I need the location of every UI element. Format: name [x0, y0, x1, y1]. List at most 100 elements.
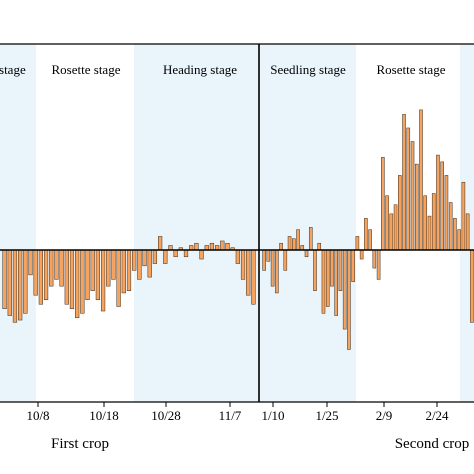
x-tick-label: 10/18 — [89, 408, 119, 423]
bar — [137, 249, 142, 280]
bar — [183, 249, 189, 258]
stage-label: Rosette stage — [52, 62, 121, 77]
bar — [270, 249, 275, 287]
bar — [64, 249, 69, 305]
bar — [359, 249, 364, 260]
bar — [330, 249, 334, 287]
bar — [28, 249, 33, 276]
bar — [368, 229, 372, 251]
bar — [251, 249, 256, 305]
bar — [355, 236, 360, 251]
stage-label: Seedling stage — [270, 62, 346, 77]
bar — [427, 215, 432, 251]
bar — [351, 249, 355, 282]
bar — [296, 229, 300, 251]
bar — [23, 249, 28, 314]
bar — [457, 229, 461, 251]
bar — [313, 249, 317, 291]
bar — [440, 161, 444, 251]
stage-label: Rosette stage — [377, 62, 446, 77]
bar — [80, 249, 85, 314]
bar — [59, 249, 64, 287]
bar — [342, 249, 347, 330]
bar — [287, 236, 292, 251]
bar — [266, 249, 271, 262]
bar — [275, 249, 279, 294]
bar — [75, 249, 80, 319]
bar — [106, 249, 111, 287]
bar — [453, 218, 457, 251]
bar — [38, 249, 43, 305]
bar — [406, 127, 411, 251]
bar — [100, 249, 106, 312]
bar — [338, 249, 343, 291]
bar — [54, 249, 59, 280]
bar — [69, 249, 75, 310]
bar — [364, 218, 368, 251]
bar — [292, 238, 296, 251]
bar — [398, 175, 402, 251]
bar — [325, 249, 330, 307]
bar — [116, 249, 121, 307]
stage-band — [259, 44, 356, 402]
bar — [111, 249, 116, 280]
bar — [12, 249, 18, 323]
bar — [308, 227, 313, 251]
bar — [33, 249, 38, 296]
x-tick-label: 2/24 — [425, 408, 449, 423]
bar — [279, 242, 283, 251]
bar — [381, 157, 385, 251]
x-tick-label: 1/10 — [261, 408, 284, 423]
bar — [334, 249, 338, 316]
x-tick-label: 1/25 — [315, 408, 338, 423]
bar — [152, 249, 158, 264]
stage-label: Seedling stage — [0, 62, 26, 77]
bar — [2, 249, 7, 310]
bar — [235, 249, 240, 264]
bar — [262, 249, 266, 271]
bar — [85, 249, 90, 300]
bar — [444, 175, 449, 251]
crop-label: Second crop — [395, 436, 470, 452]
x-tick-label: 11/7 — [219, 408, 242, 423]
bar — [240, 249, 246, 280]
bar — [18, 249, 23, 321]
bar — [317, 242, 322, 251]
bar — [393, 204, 398, 251]
stage-band — [36, 44, 134, 402]
x-tick-label: 2/9 — [376, 408, 393, 423]
bar — [321, 249, 326, 314]
bar — [423, 195, 428, 251]
bar — [347, 249, 351, 350]
bar — [220, 240, 225, 251]
crop-label: First crop — [51, 436, 109, 452]
bar — [372, 249, 377, 269]
bar — [465, 213, 470, 251]
bar — [470, 249, 474, 323]
bar — [7, 249, 12, 316]
bar — [163, 249, 168, 264]
bar — [448, 202, 453, 251]
bar — [376, 249, 381, 280]
bar — [414, 163, 419, 251]
bar — [410, 141, 415, 251]
bar — [283, 249, 288, 271]
bar — [225, 242, 230, 251]
bar — [95, 249, 101, 300]
bar — [49, 249, 54, 287]
bar — [121, 249, 126, 294]
stage-label: Heading stage — [163, 62, 237, 77]
bar — [431, 193, 436, 251]
x-tick-label: 10/28 — [151, 408, 181, 423]
bar — [90, 249, 95, 291]
bar — [436, 154, 440, 251]
bar — [194, 242, 199, 251]
x-tick-label: 10/8 — [26, 408, 49, 423]
bar — [199, 249, 204, 260]
bar — [461, 181, 466, 251]
bar — [385, 195, 389, 251]
bar — [389, 213, 394, 251]
stage-band — [0, 44, 36, 402]
bar — [246, 249, 251, 296]
bar — [157, 236, 163, 251]
